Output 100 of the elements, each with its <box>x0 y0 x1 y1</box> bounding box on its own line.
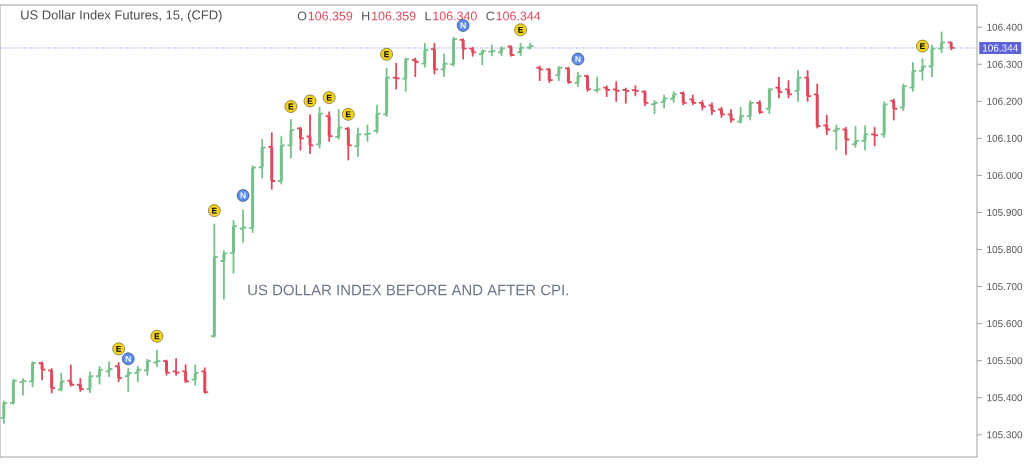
candlestick <box>554 65 564 82</box>
y-tick-label: 105.700 <box>987 283 1023 291</box>
candlestick <box>123 367 133 393</box>
candlestick <box>28 361 37 388</box>
candlestick <box>229 220 238 274</box>
annotation: 106.344 <box>496 11 541 21</box>
candlestick <box>477 49 487 66</box>
text: E <box>307 98 313 104</box>
annotation: 106.359 <box>372 11 416 21</box>
annotation: C <box>486 11 495 21</box>
y-tick-label: 105.400 <box>987 394 1023 402</box>
text: E <box>116 345 122 352</box>
candlestick <box>85 371 95 394</box>
candlestick <box>611 81 621 102</box>
candlestick <box>286 118 296 159</box>
candlestick <box>669 91 679 103</box>
y-tick-label: 105.900 <box>987 208 1023 216</box>
candlestick <box>822 114 832 136</box>
candlestick <box>162 359 171 376</box>
text: E <box>154 333 160 340</box>
candlestick <box>707 102 717 116</box>
candlestick <box>640 90 650 107</box>
candlestick <box>698 100 707 111</box>
candlestick <box>927 44 937 78</box>
candlestick <box>238 209 248 244</box>
candlestick <box>774 76 784 99</box>
candlestick <box>9 378 18 405</box>
candlestick <box>353 127 363 158</box>
ref-line-label: 106.344 <box>982 44 1018 52</box>
candlestick <box>889 98 899 121</box>
candlestick <box>573 71 583 88</box>
candlestick <box>449 36 458 67</box>
candlestick <box>0 400 9 424</box>
candlestick <box>841 126 851 156</box>
candlestick <box>296 126 305 151</box>
text: N <box>125 355 131 362</box>
candlestick <box>219 250 229 300</box>
candlestick <box>382 67 391 118</box>
y-tick-label: 106.200 <box>987 97 1023 105</box>
candlestick <box>190 364 200 386</box>
annotation: O <box>297 11 307 21</box>
y-tick-label: 105.300 <box>987 431 1023 439</box>
candlestick <box>200 367 210 394</box>
y-tick-label: 105.800 <box>987 246 1023 254</box>
chart-title: US Dollar Index Futures, 15, (CFD) <box>21 9 222 23</box>
annotation: 106.340 <box>433 11 477 21</box>
candlestick <box>420 42 430 68</box>
candlestick <box>267 132 277 190</box>
candlestick <box>726 108 736 123</box>
candlestick <box>334 108 344 140</box>
candlestick <box>717 106 726 118</box>
candlestick <box>401 57 411 92</box>
candlestick <box>18 377 28 396</box>
candlestick <box>276 135 286 185</box>
candlestick <box>76 377 85 392</box>
candlestick <box>56 372 66 392</box>
y-tick-label: 105.500 <box>987 357 1023 365</box>
y-tick-label: 106.400 <box>987 23 1023 31</box>
series-label: N <box>240 192 246 199</box>
annotation: 106.359 <box>308 11 353 21</box>
candlestick <box>181 364 190 384</box>
candlestick <box>592 76 602 93</box>
candlestick <box>458 38 468 60</box>
candlestick <box>372 104 382 134</box>
candlestick <box>784 80 793 99</box>
text: N <box>460 22 466 29</box>
candlestick <box>430 42 439 75</box>
candlestick <box>343 126 353 161</box>
annotation: L <box>425 11 432 21</box>
candlestick <box>525 42 535 50</box>
candlestick <box>583 74 592 92</box>
text: E <box>212 207 217 214</box>
candlestick <box>898 83 908 112</box>
candlestick <box>851 125 860 148</box>
candlestick <box>544 67 554 83</box>
text: E <box>384 51 390 58</box>
candlestick <box>66 364 76 387</box>
text: E <box>288 103 294 110</box>
candlestick <box>324 111 334 142</box>
candlestick <box>37 361 47 381</box>
annotation: H <box>362 11 370 21</box>
candlestick <box>133 366 143 383</box>
y-tick-label: 106.100 <box>987 134 1023 142</box>
candlestick <box>812 83 822 129</box>
candlestick <box>870 126 879 147</box>
y-tick-label: 106.300 <box>987 60 1023 68</box>
candlestick <box>257 138 267 179</box>
candlestick <box>918 58 927 81</box>
candlestick <box>745 100 755 121</box>
candlestick <box>937 31 946 54</box>
text: E <box>920 43 925 50</box>
candlestick <box>631 85 640 97</box>
candlestick <box>114 361 123 383</box>
candlestick <box>497 45 506 57</box>
candlestick <box>248 165 257 234</box>
series-label: E <box>326 94 332 101</box>
candlestick <box>736 106 745 124</box>
candlestick <box>621 87 631 104</box>
candlestick <box>860 125 870 151</box>
y-tick-label: 105.600 <box>987 320 1023 328</box>
